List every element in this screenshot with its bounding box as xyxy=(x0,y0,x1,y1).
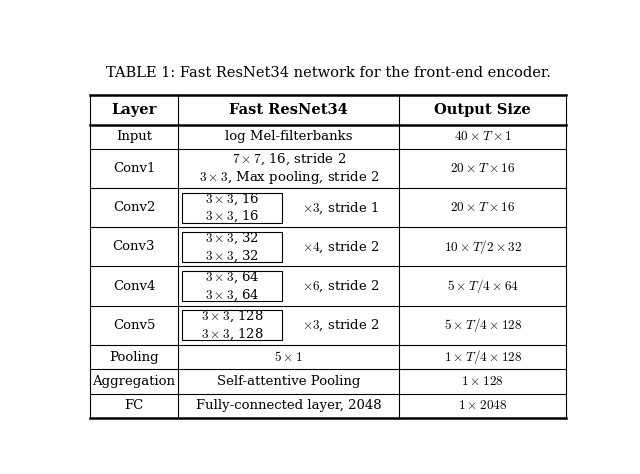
Text: TABLE 1: Fast ResNet34 network for the front-end encoder.: TABLE 1: Fast ResNet34 network for the f… xyxy=(106,66,550,80)
Bar xyxy=(182,193,282,223)
Text: $\times 3$, stride 1: $\times 3$, stride 1 xyxy=(302,200,380,216)
Text: Conv4: Conv4 xyxy=(113,280,155,292)
Text: Layer: Layer xyxy=(111,103,157,117)
Text: Self-attentive Pooling: Self-attentive Pooling xyxy=(217,375,360,388)
Text: $\times 4$, stride 2: $\times 4$, stride 2 xyxy=(302,239,380,255)
Text: $1 \times 128$: $1 \times 128$ xyxy=(461,375,504,388)
Text: $40 \times T \times 1$: $40 \times T \times 1$ xyxy=(454,130,512,143)
Text: $5 \times T/4 \times 64$: $5 \times T/4 \times 64$ xyxy=(447,277,519,295)
Text: Fully-connected layer, 2048: Fully-connected layer, 2048 xyxy=(196,400,381,412)
Text: Conv2: Conv2 xyxy=(113,201,155,214)
Text: $1 \times 2048$: $1 \times 2048$ xyxy=(458,400,508,412)
Bar xyxy=(182,232,282,262)
Text: $10 \times T/2 \times 32$: $10 \times T/2 \times 32$ xyxy=(444,238,522,256)
Text: $7 \times 7$, 16, stride 2
$3 \times 3$, Max pooling, stride 2: $7 \times 7$, 16, stride 2 $3 \times 3$,… xyxy=(198,151,379,186)
Text: $\times 6$, stride 2: $\times 6$, stride 2 xyxy=(302,278,380,294)
Text: $20 \times T \times 16$: $20 \times T \times 16$ xyxy=(450,162,515,175)
Text: Fast ResNet34: Fast ResNet34 xyxy=(229,103,348,117)
Text: $3 \times 3$, 16
$3 \times 3$, 16: $3 \times 3$, 16 $3 \times 3$, 16 xyxy=(205,191,259,224)
Bar xyxy=(182,310,282,340)
Bar xyxy=(182,271,282,301)
Text: FC: FC xyxy=(124,400,143,412)
Text: $3 \times 3$, 128
$3 \times 3$, 128: $3 \times 3$, 128 $3 \times 3$, 128 xyxy=(200,309,264,342)
Text: Conv1: Conv1 xyxy=(113,162,155,175)
Text: Aggregation: Aggregation xyxy=(92,375,175,388)
Text: $3 \times 3$, 64
$3 \times 3$, 64: $3 \times 3$, 64 $3 \times 3$, 64 xyxy=(205,270,259,303)
Text: Input: Input xyxy=(116,130,152,143)
Text: Conv5: Conv5 xyxy=(113,319,155,332)
Text: log Mel-filterbanks: log Mel-filterbanks xyxy=(225,130,353,143)
Text: $20 \times T \times 16$: $20 \times T \times 16$ xyxy=(450,201,515,214)
Text: Output Size: Output Size xyxy=(435,103,531,117)
Text: Conv3: Conv3 xyxy=(113,240,156,254)
Text: Pooling: Pooling xyxy=(109,351,159,364)
Text: $5 \times 1$: $5 \times 1$ xyxy=(274,350,303,364)
Text: $\times 3$, stride 2: $\times 3$, stride 2 xyxy=(302,318,380,333)
Text: $1 \times T/4 \times 128$: $1 \times T/4 \times 128$ xyxy=(444,348,522,366)
Text: $3 \times 3$, 32
$3 \times 3$, 32: $3 \times 3$, 32 $3 \times 3$, 32 xyxy=(205,230,259,264)
Text: $5 \times T/4 \times 128$: $5 \times T/4 \times 128$ xyxy=(444,316,522,334)
